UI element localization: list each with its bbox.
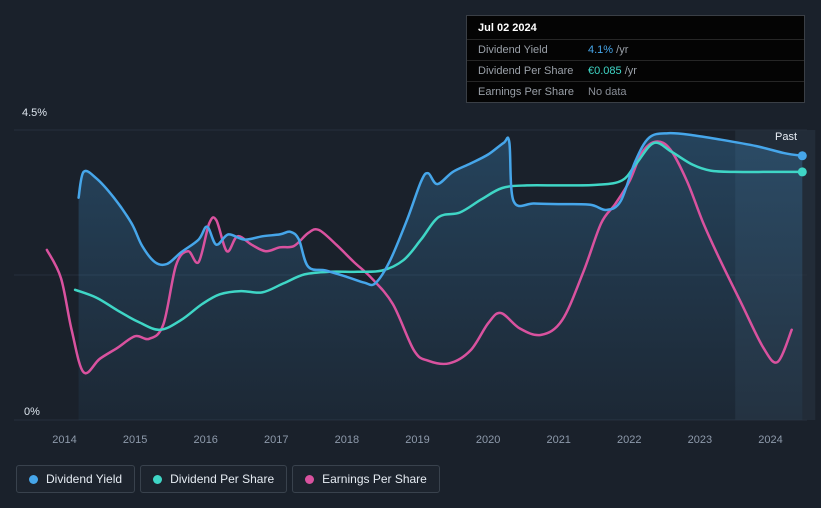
tooltip-date: Jul 02 2024 [478, 22, 537, 34]
x-tick-label: 2021 [546, 434, 570, 446]
legend-item-label: Earnings Per Share [322, 472, 427, 486]
tooltip-value: €0.085 [588, 65, 622, 77]
y-axis-min-label: 0% [24, 406, 40, 418]
tooltip-value: 4.1% [588, 44, 614, 56]
chart-legend: Dividend Yield Dividend Per Share Earnin… [16, 465, 440, 493]
dividend-per-share-dot-icon [153, 474, 163, 484]
legend-item-earnings-per-share[interactable]: Earnings Per Share [292, 465, 440, 493]
past-period-label: Past [774, 131, 797, 143]
tooltip-value-suffix: /yr [621, 65, 637, 77]
tooltip-value-suffix: /yr [613, 44, 629, 56]
y-axis-max-label: 4.5% [22, 107, 48, 119]
x-tick-label: 2018 [335, 434, 359, 446]
tooltip-label: Dividend Yield [478, 44, 548, 56]
x-tick-label: 2016 [193, 434, 217, 446]
x-tick-label: 2019 [405, 434, 429, 446]
earnings-per-share-dot-icon [305, 474, 315, 484]
x-tick-label: 2014 [52, 434, 76, 446]
dividend-per-share-line[interactable] [73, 141, 804, 332]
tooltip-label: Earnings Per Share [478, 86, 574, 98]
tooltip-row-dividend-per-share: Dividend Per Share €0.085 /yr [467, 60, 804, 81]
x-tick-label: 2020 [476, 434, 500, 446]
chart-tooltip: Jul 02 2024 Dividend Yield 4.1% /yr Divi… [466, 15, 805, 103]
x-tick-label: 2024 [758, 434, 782, 446]
dividend-yield-area [78, 133, 803, 420]
chart-canvas[interactable]: 2014 2015 2016 2017 2018 2019 2020 2021 2022 2023… [0, 0, 821, 455]
legend-item-label: Dividend Yield [46, 472, 123, 486]
dividend-yield-line[interactable] [77, 131, 804, 287]
x-tick-label: 2017 [264, 434, 288, 446]
tooltip-row-earnings-per-share: Earnings Per Share No data [467, 81, 804, 102]
x-tick-label: 2023 [688, 434, 712, 446]
tooltip-row-dividend-yield: Dividend Yield 4.1% /yr [467, 39, 804, 60]
dividend-yield-end-dot [797, 151, 807, 161]
legend-item-dividend-yield[interactable]: Dividend Yield [16, 465, 136, 493]
dividend-per-share-end-dot [797, 167, 807, 177]
dividend-yield-dot-icon [29, 474, 38, 484]
legend-item-label: Dividend Per Share [170, 472, 275, 486]
x-tick-label: 2015 [123, 434, 147, 446]
tooltip-value: No data [588, 86, 627, 98]
tooltip-label: Dividend Per Share [478, 65, 574, 77]
x-tick-label: 2022 [617, 434, 641, 446]
legend-item-dividend-per-share[interactable]: Dividend Per Share [140, 465, 288, 493]
